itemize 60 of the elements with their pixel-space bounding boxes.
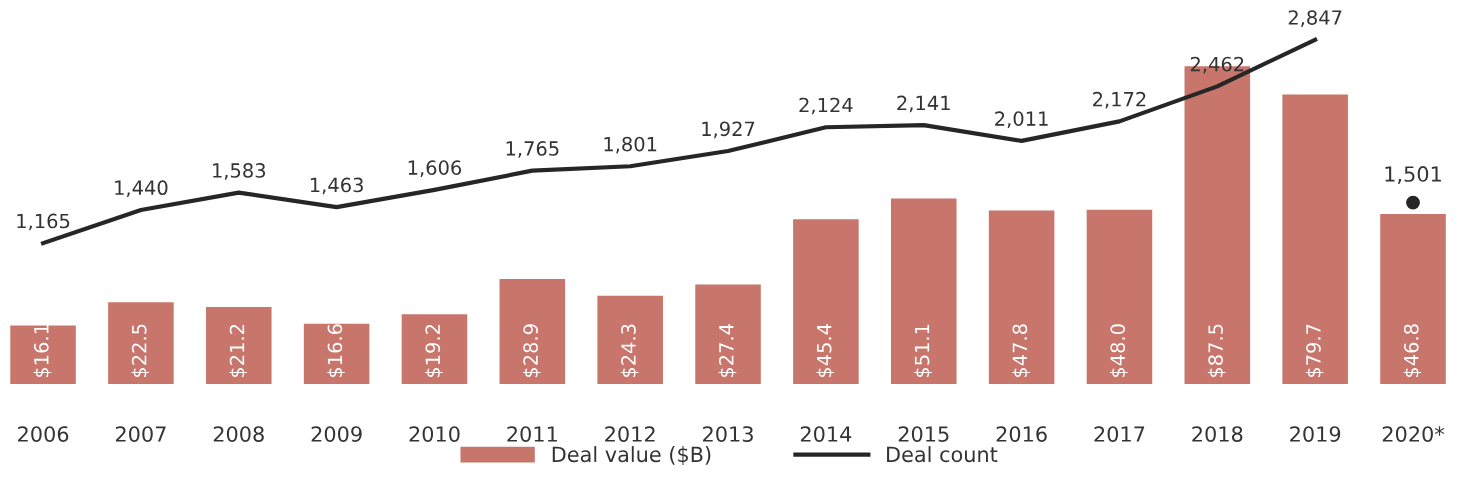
bar xyxy=(793,219,859,385)
data-label: $48.0 xyxy=(1110,324,1128,378)
data-label: 1,463 xyxy=(310,177,363,195)
legend-label: Deal value ($B) xyxy=(552,446,711,465)
data-label: $24.3 xyxy=(620,324,639,378)
data-label: $46.8 xyxy=(1403,324,1422,378)
data-label: 2,124 xyxy=(799,97,853,115)
bar xyxy=(401,314,468,385)
data-label: 2,172 xyxy=(1093,91,1146,109)
data-label: 1,501 xyxy=(1385,166,1441,184)
x-tick-label: 2016 xyxy=(996,426,1047,442)
bar xyxy=(988,210,1055,385)
data-label: $27.4 xyxy=(718,324,737,378)
x-tick-label: 2008 xyxy=(213,426,264,442)
data-label: 1,801 xyxy=(604,136,657,154)
data-label: $79.7 xyxy=(1305,324,1324,378)
bar xyxy=(499,279,566,385)
data-label: 1,606 xyxy=(408,160,462,177)
bar xyxy=(695,284,761,385)
x-tick-label: 2020* xyxy=(1382,426,1445,442)
x-tick-label: 2017 xyxy=(1094,426,1145,442)
bar xyxy=(1086,209,1153,385)
data-label: $22.5 xyxy=(131,324,150,378)
data-label: $47.8 xyxy=(1012,324,1030,378)
data-label: $16.1 xyxy=(33,324,52,378)
x-tick-label: 2010 xyxy=(409,426,460,442)
data-label: 2,011 xyxy=(995,111,1048,128)
data-label: $45.4 xyxy=(816,324,835,378)
bar xyxy=(205,307,272,385)
data-label: $51.1 xyxy=(914,324,932,378)
bar xyxy=(1282,94,1348,385)
data-label: $16.6 xyxy=(327,324,345,378)
data-label: $21.2 xyxy=(229,324,247,378)
data-label: $87.5 xyxy=(1207,324,1226,378)
data-label: 2,141 xyxy=(897,95,950,113)
data-label: $28.9 xyxy=(522,324,541,378)
bar xyxy=(597,295,663,385)
x-tick-label: 2012 xyxy=(605,426,655,442)
legend-label: Deal count xyxy=(887,446,998,463)
data-label: 1,440 xyxy=(115,180,168,198)
x-tick-label: 2007 xyxy=(115,426,166,442)
x-tick-label: 2014 xyxy=(800,426,852,442)
bar xyxy=(890,198,957,385)
data-label: $19.2 xyxy=(425,324,443,378)
bar xyxy=(303,323,370,385)
bar xyxy=(108,302,174,385)
data-label: 1,765 xyxy=(506,141,559,158)
x-tick-label: 2011 xyxy=(507,426,557,442)
data-label: 2,847 xyxy=(1288,10,1342,27)
x-tick-label: 2019 xyxy=(1290,426,1341,442)
x-tick-label: 2006 xyxy=(18,426,69,442)
data-label: 1,927 xyxy=(702,121,755,139)
x-tick-label: 2018 xyxy=(1192,426,1243,442)
x-tick-label: 2009 xyxy=(311,426,362,442)
bar xyxy=(10,325,76,385)
bar xyxy=(1380,214,1446,385)
x-tick-label: 2013 xyxy=(703,426,753,442)
x-tick-label: 2015 xyxy=(898,426,949,442)
data-label: 1,583 xyxy=(213,163,266,180)
data-label: 1,165 xyxy=(17,213,70,231)
